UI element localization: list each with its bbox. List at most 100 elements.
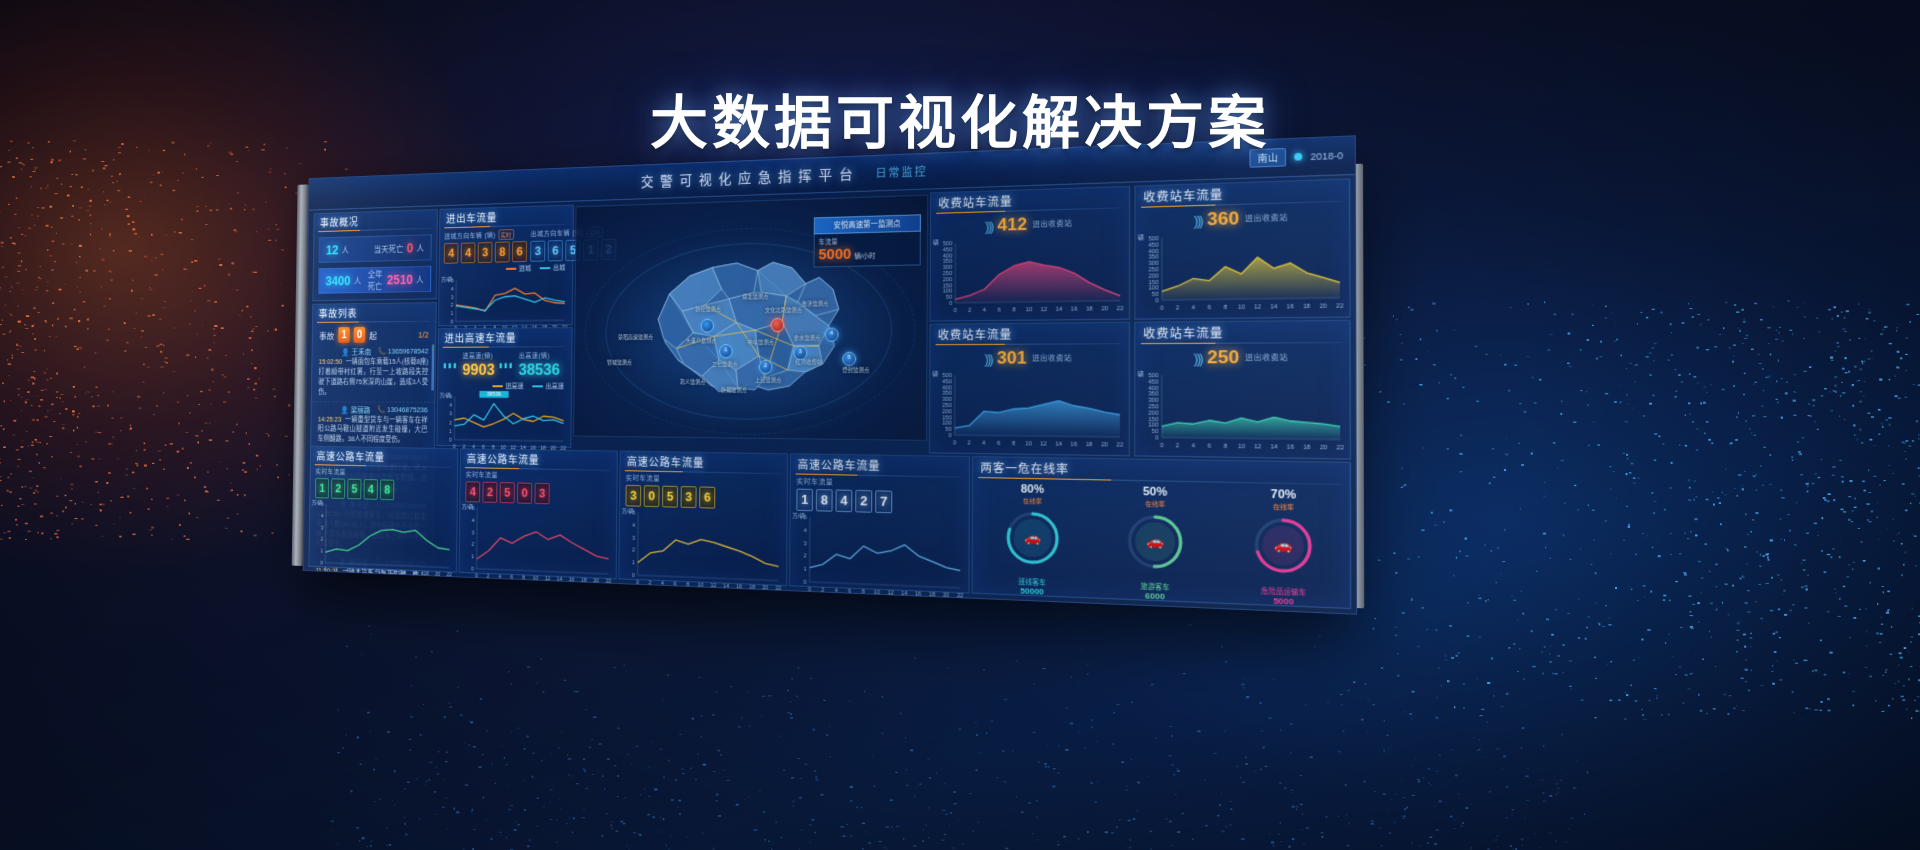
svg-text:14: 14 — [723, 583, 729, 589]
svg-text:450: 450 — [1148, 379, 1158, 386]
digit-card: 8 — [816, 489, 833, 512]
map-pin-alert[interactable] — [771, 318, 785, 332]
svg-text:16: 16 — [1071, 306, 1078, 313]
accident-phone: 📞 13046875236 — [377, 405, 428, 416]
svg-text:2: 2 — [449, 420, 452, 426]
svg-text:250: 250 — [1148, 404, 1158, 411]
online-rate-gauge[interactable]: 50% 在线率 🚗 旅游客车 6000 — [1123, 485, 1187, 602]
highway-flow-body: 实时车流量 1 2 5 4 8 万/辆 0 1 2 3 4 5 0 2 4 6 8 10 12 14 16 18 20 22 — [309, 465, 457, 572]
accident-list-item[interactable]: 👤 王禾南 📞 13659678542 15:02:50 一辆面包车乘载15人(核载… — [312, 344, 436, 402]
map-pin[interactable]: 4 — [825, 328, 839, 342]
svg-text:0: 0 — [475, 573, 478, 579]
inbound-block: 进城方向车辆 (辆) 实时 44386 — [444, 229, 527, 264]
gauge-value: 5000 — [1250, 595, 1317, 608]
map-pin[interactable]: 2 — [759, 360, 772, 374]
map-panel[interactable]: 1 2 3 4 5 新密监测点 郑北监测点 大董介监测点 荥阳高速监测点 管城监… — [573, 195, 928, 441]
svg-text:50: 50 — [945, 427, 951, 433]
svg-text:22: 22 — [446, 572, 451, 578]
svg-text:18: 18 — [581, 578, 587, 584]
svg-text:14: 14 — [1055, 441, 1062, 448]
map-pin[interactable]: 3 — [794, 346, 808, 360]
toll-station-value: 301 — [997, 348, 1027, 369]
kpi-value-left: 3400 — [325, 273, 350, 288]
digit-card: 4 — [461, 242, 476, 263]
svg-text:100: 100 — [1148, 423, 1158, 430]
svg-text:2: 2 — [821, 587, 824, 593]
svg-text:0: 0 — [1160, 305, 1163, 312]
highway-in-value: 9903 — [462, 361, 495, 380]
map-svg — [574, 196, 927, 440]
accident-list-title: 事故列表 — [313, 303, 436, 322]
svg-text:5: 5 — [321, 502, 324, 508]
inout-vehicle-flow-body: 进城方向车辆 (辆) 实时 44386 出城方向车辆 (辆) 实时 — [439, 225, 573, 326]
accident-count-label: 事故 — [319, 329, 334, 342]
inout-highway-flow-chart: 万/辆012345024681012141618202238536 — [437, 391, 569, 453]
svg-text:10: 10 — [378, 569, 383, 575]
accident-list-item[interactable]: 👤 梁丽路 📞 13046875236 14:25:23 一辆重型货车与一辆客车在祥… — [311, 402, 434, 451]
kpi-value-right: 0 — [407, 240, 414, 255]
svg-text:6: 6 — [848, 589, 851, 595]
signal-wave-icon: ))) — [985, 218, 992, 234]
inbound-badge: 实时 — [498, 229, 514, 240]
svg-text:2: 2 — [335, 568, 338, 574]
svg-text:8: 8 — [862, 589, 865, 595]
gauge-name: 旅游客车 — [1123, 579, 1187, 592]
svg-text:2: 2 — [321, 537, 324, 543]
toll-station-title: 收费站车流量 — [1135, 321, 1349, 343]
svg-text:300: 300 — [1148, 261, 1158, 268]
map-label: 金水监测点 — [794, 334, 821, 342]
svg-text:300: 300 — [1148, 398, 1158, 405]
svg-text:22: 22 — [957, 593, 963, 600]
svg-text:10: 10 — [1238, 444, 1245, 451]
svg-text:12: 12 — [389, 570, 394, 576]
svg-text:10: 10 — [533, 576, 539, 582]
panel-highway-flow: 高速公路车流量 实时车流量 1 2 5 4 8 万/辆 0 1 2 3 4 5 0 2 4 6 8 10 12 14 16 1… — [308, 446, 458, 573]
online-rate-gauge[interactable]: 70% 在线率 🚗 危险品运输车 5000 — [1250, 488, 1317, 608]
online-rate-gauge[interactable]: 80% 在线率 🚗 班线客车 50000 — [1001, 483, 1063, 598]
svg-text:辆: 辆 — [932, 370, 938, 378]
svg-text:20: 20 — [762, 585, 768, 591]
svg-text:450: 450 — [942, 379, 952, 385]
map-label: 惠济监测点 — [802, 299, 829, 307]
svg-text:2: 2 — [968, 308, 971, 314]
svg-text:3: 3 — [804, 541, 807, 547]
svg-text:18: 18 — [1086, 442, 1093, 449]
accident-description: 15:02:50 一辆面包车乘载15人(核载8座)打着顺带村红薯，行至一上坡路段… — [318, 357, 428, 398]
svg-text:4: 4 — [983, 308, 986, 314]
svg-text:14: 14 — [557, 577, 563, 583]
svg-text:6: 6 — [998, 307, 1001, 313]
signal-wave-icon: ))) — [1194, 212, 1202, 228]
svg-text:🚗: 🚗 — [1274, 536, 1293, 553]
svg-text:500: 500 — [942, 373, 952, 379]
svg-text:🚗: 🚗 — [1024, 529, 1041, 546]
map-pin[interactable]: 1 — [719, 344, 732, 358]
svg-text:6: 6 — [1208, 305, 1212, 312]
svg-text:3: 3 — [449, 412, 452, 418]
legend-label: 进高速 — [505, 383, 523, 390]
gauge-value: 6000 — [1123, 590, 1187, 602]
map-pin[interactable]: 5 — [842, 352, 856, 366]
svg-text:3: 3 — [451, 295, 454, 301]
panel-toll-station: 收费站车流量))) 360 进出收费站辆 0 50 100 150 200 250 300 350 4… — [1134, 178, 1350, 319]
svg-text:12: 12 — [1040, 441, 1047, 448]
digit-card: 6 — [699, 486, 715, 508]
svg-text:150: 150 — [942, 415, 952, 421]
gauge-sub-label: 在线率 — [1250, 501, 1317, 512]
gauge-name: 危险品运输车 — [1250, 584, 1317, 598]
svg-text:5: 5 — [450, 394, 453, 400]
svg-text:300: 300 — [942, 397, 952, 403]
svg-text:5: 5 — [633, 510, 636, 516]
svg-text:0: 0 — [948, 433, 951, 439]
accident-list-page[interactable]: 1/2 — [418, 330, 429, 339]
svg-text:14: 14 — [1270, 444, 1277, 451]
gauge-percent: 70% — [1250, 488, 1317, 503]
digit-card: 8 — [495, 242, 510, 263]
svg-text:10: 10 — [698, 582, 704, 588]
svg-text:2: 2 — [472, 542, 475, 548]
highway-flow-title: 高速公路车流量 — [620, 452, 787, 474]
svg-text:100: 100 — [943, 289, 953, 295]
svg-text:12: 12 — [1041, 307, 1048, 313]
toll-station-sub-label: 进出收费站 — [1032, 218, 1072, 230]
highway-flow-title: 高速公路车流量 — [311, 447, 458, 467]
digit-card: 3 — [534, 483, 549, 504]
